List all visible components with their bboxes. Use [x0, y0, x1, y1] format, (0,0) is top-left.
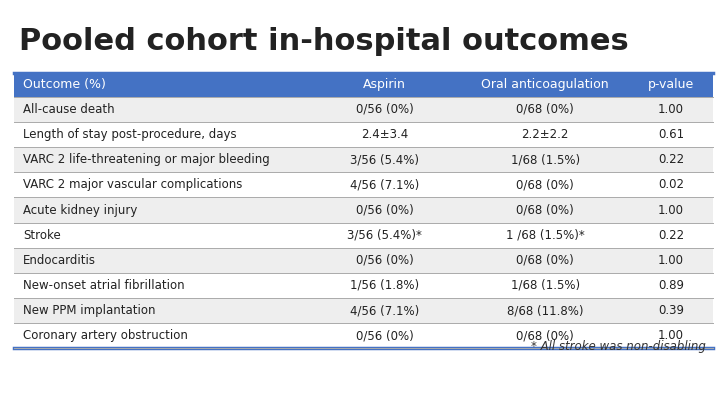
- Text: 0/68 (0%): 0/68 (0%): [516, 329, 574, 342]
- Bar: [14, 298, 713, 323]
- Text: 4/56 (7.1%): 4/56 (7.1%): [350, 178, 419, 191]
- Text: 1/68 (1.5%): 1/68 (1.5%): [510, 279, 580, 292]
- Bar: [14, 122, 713, 147]
- Text: Endocarditis: Endocarditis: [23, 254, 96, 267]
- Text: 0/56 (0%): 0/56 (0%): [356, 103, 413, 116]
- Text: 1.00: 1.00: [658, 329, 684, 342]
- Bar: [14, 273, 713, 298]
- Text: 1/56 (1.8%): 1/56 (1.8%): [350, 279, 419, 292]
- Text: 3/56 (5.4%): 3/56 (5.4%): [350, 153, 419, 166]
- Text: 0.89: 0.89: [658, 279, 684, 292]
- Bar: [14, 147, 713, 172]
- Bar: [14, 248, 713, 273]
- Text: Aspirin: Aspirin: [363, 79, 406, 92]
- Text: Outcome (%): Outcome (%): [23, 79, 106, 92]
- Text: 0.39: 0.39: [658, 304, 684, 317]
- Text: 4/56 (7.1%): 4/56 (7.1%): [350, 304, 419, 317]
- Text: VARC 2 major vascular complications: VARC 2 major vascular complications: [23, 178, 242, 191]
- Text: Pooled cohort in-hospital outcomes: Pooled cohort in-hospital outcomes: [19, 27, 629, 56]
- Text: 1.00: 1.00: [658, 254, 684, 267]
- Text: Oral anticoagulation: Oral anticoagulation: [482, 79, 609, 92]
- Text: 1.00: 1.00: [658, 103, 684, 116]
- Text: 2.2±2.2: 2.2±2.2: [521, 128, 569, 141]
- Text: 3/56 (5.4%)*: 3/56 (5.4%)*: [347, 229, 422, 242]
- Text: Length of stay post-procedure, days: Length of stay post-procedure, days: [23, 128, 236, 141]
- Text: p-value: p-value: [648, 79, 694, 92]
- Text: New PPM implantation: New PPM implantation: [23, 304, 156, 317]
- Text: 0/56 (0%): 0/56 (0%): [356, 329, 413, 342]
- Text: Stroke: Stroke: [23, 229, 60, 242]
- Text: Acute kidney injury: Acute kidney injury: [23, 203, 137, 217]
- Text: VARC 2 life-threatening or major bleeding: VARC 2 life-threatening or major bleedin…: [23, 153, 269, 166]
- Text: 0.22: 0.22: [658, 229, 684, 242]
- Text: 0.22: 0.22: [658, 153, 684, 166]
- Text: 0/68 (0%): 0/68 (0%): [516, 203, 574, 217]
- Text: 0.02: 0.02: [658, 178, 684, 191]
- Bar: [14, 97, 713, 122]
- Text: 1/68 (1.5%): 1/68 (1.5%): [510, 153, 580, 166]
- Text: 0/56 (0%): 0/56 (0%): [356, 203, 413, 217]
- Text: 1.00: 1.00: [658, 203, 684, 217]
- Text: 0/68 (0%): 0/68 (0%): [516, 178, 574, 191]
- Text: New-onset atrial fibrillation: New-onset atrial fibrillation: [23, 279, 184, 292]
- Text: 2.4±3.4: 2.4±3.4: [361, 128, 408, 141]
- Bar: [14, 197, 713, 223]
- Bar: [14, 323, 713, 348]
- Text: 8/68 (11.8%): 8/68 (11.8%): [507, 304, 583, 317]
- Text: 1 /68 (1.5%)*: 1 /68 (1.5%)*: [506, 229, 585, 242]
- Text: 0/56 (0%): 0/56 (0%): [356, 254, 413, 267]
- Bar: [14, 172, 713, 197]
- Bar: [14, 223, 713, 248]
- Text: Coronary artery obstruction: Coronary artery obstruction: [23, 329, 188, 342]
- Bar: [14, 73, 713, 97]
- Text: All-cause death: All-cause death: [23, 103, 114, 116]
- Text: 0.61: 0.61: [658, 128, 684, 141]
- Text: 0/68 (0%): 0/68 (0%): [516, 103, 574, 116]
- Text: * All stroke was non-disabling: * All stroke was non-disabling: [531, 340, 706, 353]
- Text: 0/68 (0%): 0/68 (0%): [516, 254, 574, 267]
